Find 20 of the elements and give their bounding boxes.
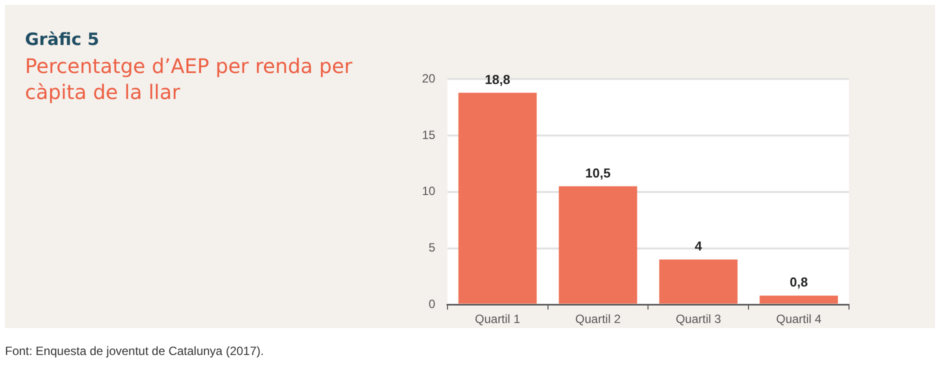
x-tick-label: Quartil 4 xyxy=(776,312,822,326)
data-label: 0,8 xyxy=(790,274,808,290)
bar xyxy=(558,186,638,304)
y-tick-label: 0 xyxy=(428,296,436,311)
text: Gràfic 5 xyxy=(25,30,100,50)
bar xyxy=(659,260,738,304)
data-label: 4 xyxy=(694,238,703,254)
data-label: 10,5 xyxy=(585,165,611,180)
data-label: 18,8 xyxy=(484,72,510,87)
text: Font: Enquesta de joventut de Catalunya (2017). xyxy=(5,344,264,358)
x-tick-label: Quartil 1 xyxy=(474,312,521,326)
x-tick-label: Quartil 2 xyxy=(575,312,621,326)
y-tick-label: 10 xyxy=(422,184,436,198)
bar xyxy=(760,296,838,304)
y-tick-label: 15 xyxy=(422,128,436,142)
x-tick-label: Quartil 3 xyxy=(676,312,722,326)
y-tick-label: 5 xyxy=(428,240,436,255)
y-tick-label: 20 xyxy=(422,72,436,86)
text: Percentatge d’AEP per renda per càpita de la llar xyxy=(25,53,354,105)
bar xyxy=(458,92,537,304)
